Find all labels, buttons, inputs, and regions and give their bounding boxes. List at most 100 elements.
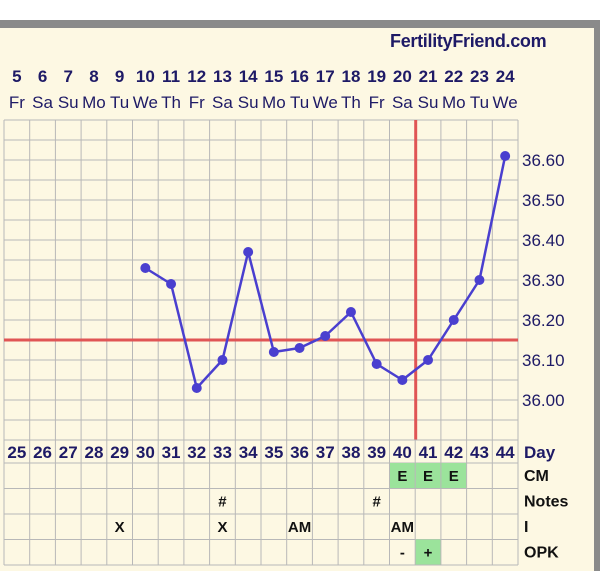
cycle-day-label: 27 <box>59 443 78 462</box>
row-label: CM <box>524 468 549 485</box>
row-label: OPK <box>524 545 559 562</box>
date-label: 7 <box>64 67 73 86</box>
cycle-day-label: 35 <box>264 443 283 462</box>
row-cell-value: # <box>218 494 227 511</box>
weekday-label: Fr <box>189 93 205 112</box>
date-label: 5 <box>12 67 21 86</box>
cell-highlight <box>389 463 416 489</box>
row-cell-value: AM <box>391 519 414 536</box>
temperature-point <box>397 375 408 385</box>
weekday-label: We <box>133 93 158 112</box>
row-cell-value: X <box>115 519 125 536</box>
row-cell-value: X <box>217 519 227 536</box>
cycle-day-label: 41 <box>419 443 438 462</box>
row-cell-value: AM <box>288 519 311 536</box>
row-cell-value: E <box>423 468 433 485</box>
weekday-label: Fr <box>369 93 385 112</box>
date-label: 6 <box>38 67 47 86</box>
date-label: 9 <box>115 67 124 86</box>
weekday-label: Fr <box>9 93 25 112</box>
cycle-day-header: Day <box>524 443 556 462</box>
temperature-point <box>217 355 228 365</box>
y-tick-label: 36.00 <box>522 391 565 410</box>
temperature-point <box>371 359 382 369</box>
cycle-day-label: 43 <box>470 443 489 462</box>
weekday-label: Th <box>161 93 181 112</box>
weekday-label: Sa <box>32 93 53 112</box>
temperature-point <box>140 263 151 273</box>
temperature-point <box>268 347 279 357</box>
row-cell-value: + <box>424 545 433 562</box>
cycle-day-label: 32 <box>187 443 206 462</box>
row-cell-value: - <box>400 545 405 562</box>
cell-highlight <box>415 463 441 489</box>
row-cell-value: # <box>372 494 381 511</box>
brand-title: FertilityFriend.com <box>390 31 547 51</box>
temperature-point <box>320 331 331 341</box>
date-label: 18 <box>341 67 360 86</box>
frame-shadow-top <box>0 20 600 28</box>
y-tick-label: 36.60 <box>522 151 565 170</box>
weekday-label: Tu <box>290 93 309 112</box>
row-cell-value: E <box>449 468 459 485</box>
cycle-day-label: 40 <box>393 443 412 462</box>
date-label: 23 <box>470 67 489 86</box>
temperature-line <box>144 155 507 390</box>
weekday-label: Mo <box>442 93 466 112</box>
cycle-day-label: 29 <box>110 443 129 462</box>
cell-highlight <box>440 463 467 489</box>
weekday-label: Sa <box>212 93 233 112</box>
weekday-label: We <box>493 93 518 112</box>
weekday-label: Sa <box>392 93 413 112</box>
temperature-point <box>345 307 356 317</box>
cell-highlight <box>415 539 441 565</box>
y-tick-label: 36.50 <box>522 191 565 210</box>
date-label: 24 <box>496 67 515 86</box>
y-tick-label: 36.10 <box>522 351 565 370</box>
cycle-day-label: 39 <box>367 443 386 462</box>
date-label: 20 <box>393 67 412 86</box>
cycle-day-label: 42 <box>444 443 463 462</box>
cycle-day-label: 44 <box>496 443 515 462</box>
date-label: 12 <box>187 67 206 86</box>
cycle-day-label: 31 <box>162 443 181 462</box>
date-label: 13 <box>213 67 232 86</box>
date-label: 8 <box>89 67 98 86</box>
temperature-point <box>294 343 305 353</box>
weekday-label: We <box>313 93 338 112</box>
date-label: 11 <box>162 67 180 86</box>
cycle-day-label: 33 <box>213 443 232 462</box>
date-label: 17 <box>316 67 335 86</box>
cycle-day-label: 28 <box>84 443 103 462</box>
temperature-point <box>448 315 459 325</box>
temperature-point <box>191 383 202 393</box>
temperature-point <box>474 275 485 285</box>
weekday-label: Tu <box>110 93 129 112</box>
y-tick-label: 36.40 <box>522 231 565 250</box>
chart-background <box>0 26 595 571</box>
y-tick-label: 36.20 <box>522 311 565 330</box>
date-label: 15 <box>264 67 283 86</box>
cycle-day-label: 38 <box>341 443 360 462</box>
y-tick-label: 36.30 <box>522 271 565 290</box>
cycle-day-label: 30 <box>136 443 155 462</box>
date-label: 22 <box>444 67 463 86</box>
weekday-label: Th <box>341 93 361 112</box>
date-label: 19 <box>367 67 386 86</box>
temperature-point <box>500 151 511 161</box>
cycle-day-label: 36 <box>290 443 309 462</box>
weekday-label: Mo <box>262 93 286 112</box>
weekday-label: Su <box>418 93 439 112</box>
cycle-day-label: 34 <box>239 443 258 462</box>
weekday-label: Su <box>58 93 79 112</box>
cycle-day-label: 37 <box>316 443 335 462</box>
temperature-point <box>423 355 434 365</box>
date-label: 16 <box>290 67 309 86</box>
date-label: 21 <box>419 67 438 86</box>
weekday-label: Tu <box>470 93 489 112</box>
row-label: I <box>524 519 528 536</box>
weekday-label: Su <box>238 93 259 112</box>
temperature-point <box>166 279 177 289</box>
